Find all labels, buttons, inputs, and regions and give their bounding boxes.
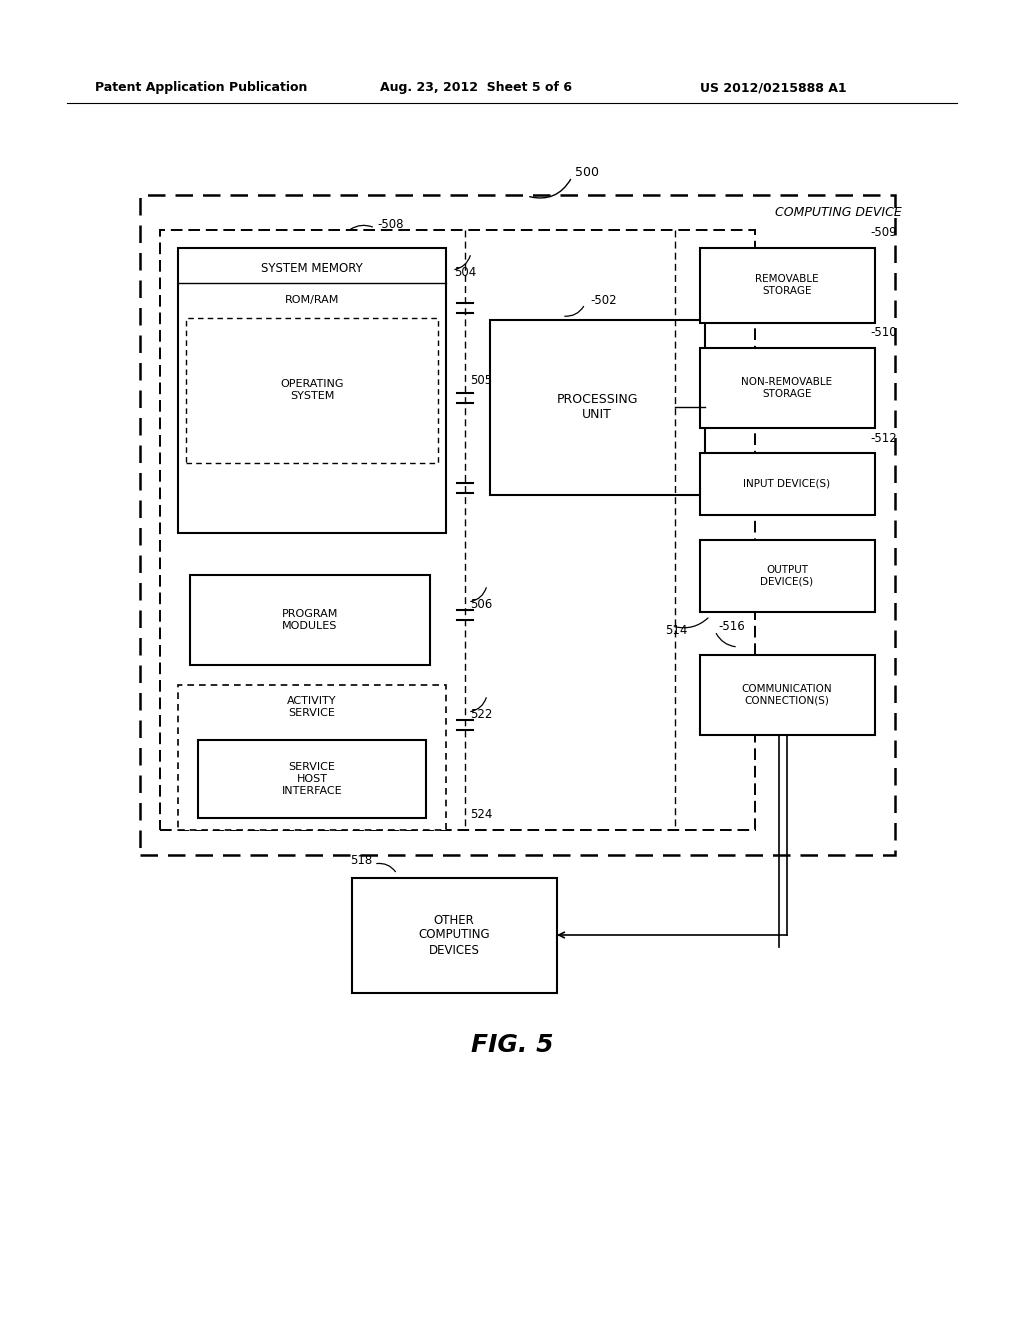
Text: -509: -509 — [870, 227, 897, 239]
Text: 500: 500 — [575, 165, 599, 178]
Text: ROM/RAM: ROM/RAM — [285, 294, 339, 305]
Text: OPERATING
SYSTEM: OPERATING SYSTEM — [281, 379, 344, 401]
FancyArrowPatch shape — [455, 256, 470, 269]
Text: ACTIVITY
SERVICE: ACTIVITY SERVICE — [288, 696, 337, 718]
Text: FIG. 5: FIG. 5 — [471, 1034, 553, 1057]
Bar — [352, 878, 557, 993]
Bar — [700, 540, 874, 612]
Text: 504: 504 — [454, 267, 476, 280]
FancyArrowPatch shape — [471, 698, 486, 711]
Text: NON-REMOVABLE
STORAGE: NON-REMOVABLE STORAGE — [741, 378, 833, 399]
Text: Patent Application Publication: Patent Application Publication — [95, 82, 307, 95]
Bar — [178, 685, 446, 830]
FancyArrowPatch shape — [529, 180, 570, 198]
Text: -502: -502 — [590, 293, 616, 306]
Bar — [198, 741, 426, 818]
Text: REMOVABLE
STORAGE: REMOVABLE STORAGE — [755, 275, 819, 296]
Text: 518: 518 — [350, 854, 372, 866]
Bar — [178, 248, 446, 533]
FancyArrowPatch shape — [471, 587, 486, 602]
Bar — [700, 453, 874, 515]
Text: US 2012/0215888 A1: US 2012/0215888 A1 — [700, 82, 847, 95]
Text: INPUT DEVICE(S): INPUT DEVICE(S) — [743, 479, 830, 488]
Text: -512: -512 — [870, 432, 897, 445]
Bar — [700, 655, 874, 735]
FancyArrowPatch shape — [350, 226, 373, 230]
Text: 514: 514 — [665, 623, 687, 636]
Bar — [186, 318, 438, 463]
Bar — [190, 576, 430, 665]
Text: PROGRAM
MODULES: PROGRAM MODULES — [282, 610, 338, 631]
Text: 505: 505 — [470, 374, 493, 387]
Text: -508: -508 — [377, 219, 403, 231]
Text: Aug. 23, 2012  Sheet 5 of 6: Aug. 23, 2012 Sheet 5 of 6 — [380, 82, 572, 95]
Bar — [490, 319, 705, 495]
Text: COMMUNICATION
CONNECTION(S): COMMUNICATION CONNECTION(S) — [741, 684, 833, 706]
Text: -516: -516 — [718, 620, 744, 634]
Bar — [700, 348, 874, 428]
FancyArrowPatch shape — [558, 932, 564, 937]
Text: 522: 522 — [470, 709, 493, 722]
Text: 506: 506 — [470, 598, 493, 611]
Text: 524: 524 — [470, 808, 493, 821]
Text: -510: -510 — [870, 326, 897, 339]
Bar — [140, 195, 895, 855]
Bar — [700, 248, 874, 323]
Text: SYSTEM MEMORY: SYSTEM MEMORY — [261, 261, 362, 275]
Text: PROCESSING
UNIT: PROCESSING UNIT — [556, 393, 638, 421]
FancyArrowPatch shape — [675, 618, 708, 628]
FancyArrowPatch shape — [377, 863, 395, 871]
Text: COMPUTING DEVICE: COMPUTING DEVICE — [775, 206, 902, 219]
FancyArrowPatch shape — [716, 634, 735, 647]
Bar — [160, 230, 755, 830]
FancyArrowPatch shape — [565, 306, 584, 317]
Text: OUTPUT
DEVICE(S): OUTPUT DEVICE(S) — [761, 565, 813, 587]
Text: OTHER
COMPUTING
DEVICES: OTHER COMPUTING DEVICES — [418, 913, 489, 957]
Text: SERVICE
HOST
INTERFACE: SERVICE HOST INTERFACE — [282, 763, 342, 796]
